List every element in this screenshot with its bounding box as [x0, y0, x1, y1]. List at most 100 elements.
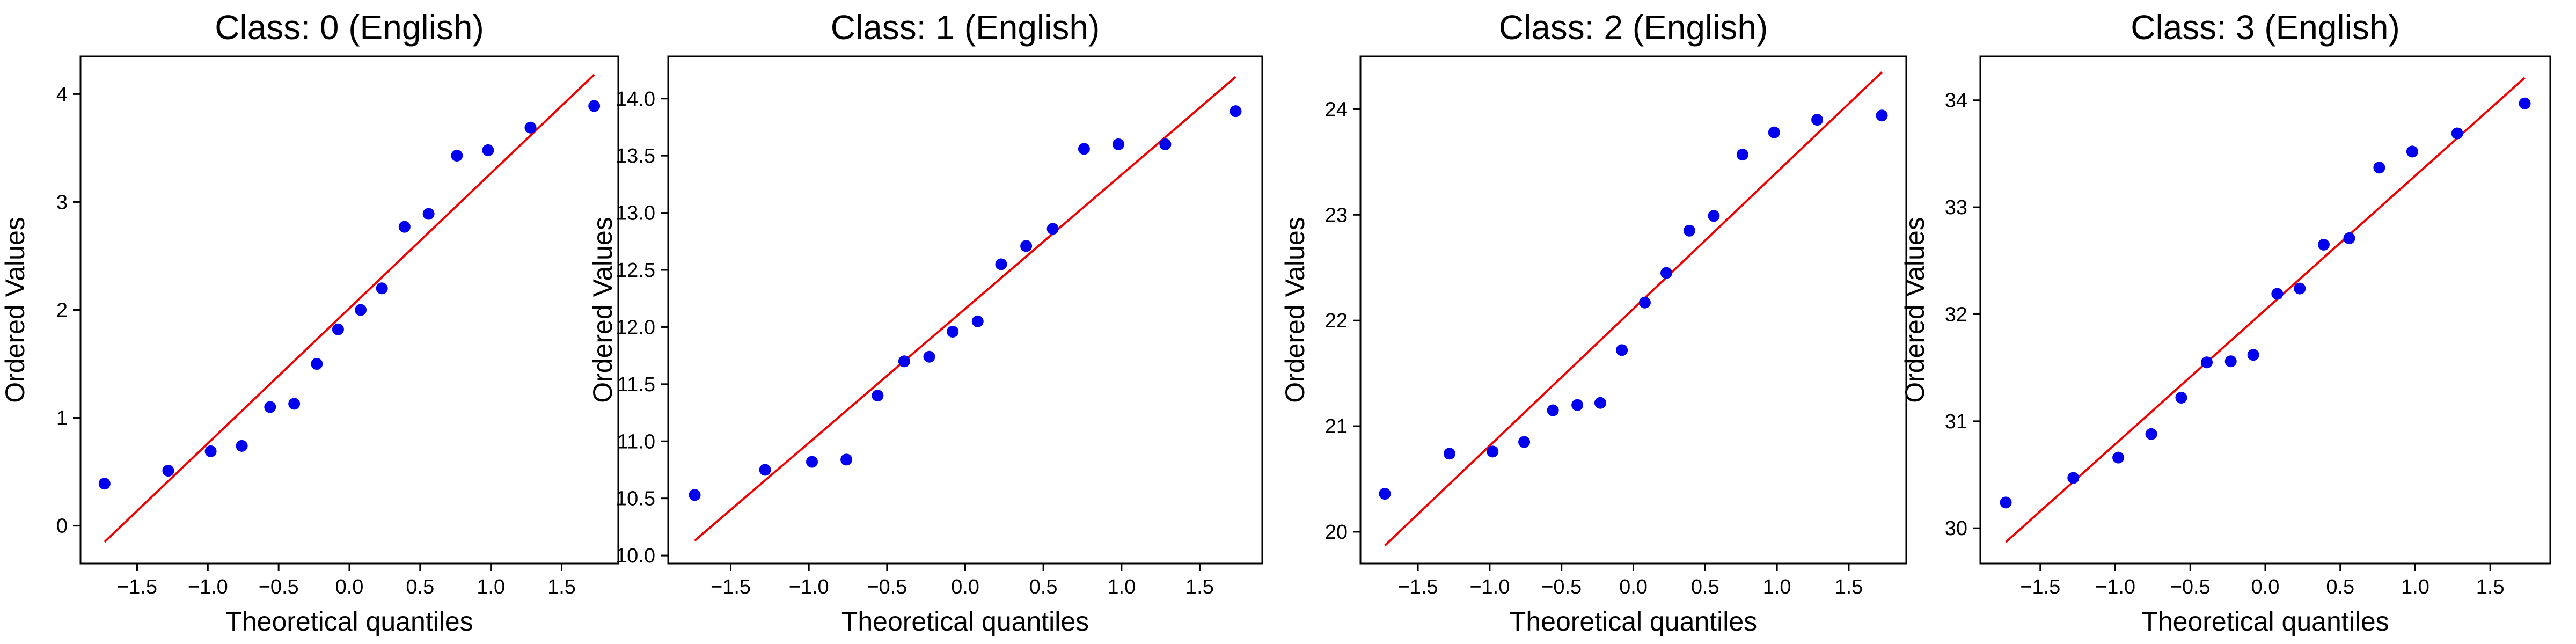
x-tick-label: −1.0	[1469, 576, 1510, 598]
data-point	[806, 456, 818, 468]
x-tick-label: −1.0	[188, 576, 228, 598]
data-point	[2112, 451, 2125, 464]
data-point	[482, 144, 494, 156]
data-point	[1159, 138, 1172, 150]
x-axis-label: Theoretical quantiles	[1510, 606, 1757, 636]
y-tick-label: 2	[56, 299, 68, 322]
x-tick-label: 0.0	[951, 576, 979, 598]
x-tick-label: −1.5	[117, 576, 157, 598]
data-point	[162, 465, 174, 477]
data-point	[98, 478, 111, 490]
data-point	[264, 401, 276, 413]
y-tick-label: 21	[1325, 415, 1348, 438]
x-tick-label: 0.0	[335, 576, 364, 598]
plot-frame	[1359, 55, 1907, 565]
y-axis-label: Ordered Values	[1900, 217, 1930, 402]
x-tick-label: 1.0	[477, 576, 505, 598]
data-point	[2373, 162, 2385, 174]
data-point	[2067, 472, 2080, 484]
x-tick-label: −1.0	[789, 576, 829, 598]
chart-title: Class: 0 (English)	[215, 8, 484, 47]
x-tick-label: 1.0	[1763, 576, 1791, 598]
y-tick-label: 10.5	[616, 488, 655, 510]
data-point	[1547, 404, 1559, 416]
y-tick-label: 13.0	[616, 202, 655, 225]
data-point	[2317, 238, 2330, 251]
x-tick-label: −1.5	[1398, 576, 1438, 598]
data-point	[1046, 223, 1059, 235]
data-point	[422, 208, 435, 220]
data-point	[759, 464, 771, 476]
data-point	[2201, 356, 2213, 369]
data-point	[236, 440, 248, 452]
data-point	[1518, 436, 1531, 448]
data-point	[2145, 428, 2157, 440]
y-tick-label: 32	[1945, 303, 1967, 326]
x-tick-label: −0.5	[259, 576, 299, 598]
data-point	[1443, 448, 1455, 460]
data-point	[995, 258, 1007, 270]
data-point	[2406, 145, 2418, 158]
y-tick-label: 4	[56, 83, 68, 106]
x-tick-label: 1.5	[2476, 576, 2505, 598]
x-tick-label: 0.5	[406, 576, 434, 598]
plot-frame	[79, 55, 619, 565]
data-point	[588, 100, 601, 112]
data-point	[288, 398, 301, 410]
y-axis-label: Ordered Values	[0, 217, 30, 402]
x-axis-label: Theoretical quantiles	[2141, 606, 2389, 636]
x-tick-label: 1.5	[1185, 576, 1214, 598]
reference-line	[104, 74, 595, 543]
x-axis-label: Theoretical quantiles	[841, 606, 1089, 636]
data-point	[2519, 97, 2531, 109]
reference-line	[1384, 71, 1883, 546]
x-axis-label: Theoretical quantiles	[225, 606, 473, 636]
data-point	[2175, 391, 2187, 404]
x-tick-label: 0.0	[1619, 576, 1648, 598]
data-point	[1660, 267, 1673, 279]
chart-panel-1: Class: 1 (English) −1.5 −1.0 −0.5 0.0 0.5 1.0 1…	[588, 8, 1263, 636]
data-point	[689, 489, 701, 501]
y-tick-label: 33	[1945, 196, 1967, 219]
x-tick-label: 1.5	[547, 576, 576, 598]
data-point	[1616, 344, 1628, 356]
data-point	[524, 121, 537, 134]
data-point	[971, 315, 984, 327]
data-point	[1078, 143, 1090, 155]
data-point	[1708, 210, 1720, 222]
chart-panel-0: Class: 0 (English) −1.5 −1.0 −0.5 0.0 0.5 1.0 1…	[0, 8, 619, 636]
data-point	[1683, 224, 1695, 237]
data-point	[451, 149, 463, 162]
data-point	[2271, 288, 2284, 300]
data-point	[2247, 349, 2259, 361]
data-point	[332, 323, 344, 335]
data-point	[2224, 355, 2237, 368]
x-tick-label: 1.5	[1835, 576, 1863, 598]
y-axis-label: Ordered Values	[1280, 217, 1310, 402]
y-tick-label: 12.5	[616, 259, 655, 282]
y-tick-label: 12.0	[616, 316, 655, 339]
x-tick-label: 0.0	[2251, 576, 2280, 598]
y-tick-label: 24	[1325, 98, 1348, 121]
data-point	[898, 355, 910, 368]
data-point	[1487, 445, 1499, 458]
data-point	[947, 325, 959, 338]
plot-frame	[667, 55, 1263, 565]
data-point	[2451, 127, 2463, 140]
y-tick-label: 3	[56, 191, 68, 214]
x-tick-label: −0.5	[1541, 576, 1582, 598]
x-tick-label: 0.5	[1691, 576, 1719, 598]
data-point	[872, 390, 884, 402]
data-point	[2000, 496, 2012, 509]
x-tick-label: 0.5	[1029, 576, 1058, 598]
y-tick-label: 31	[1945, 411, 1967, 433]
chart-panel-2: Class: 2 (English) −1.5 −1.0 −0.5 0.0 0.5 1.0 1…	[1280, 8, 1907, 636]
data-point	[311, 358, 323, 370]
y-tick-label: 1	[56, 407, 68, 430]
y-tick-label: 23	[1325, 204, 1348, 226]
data-point	[1811, 114, 1824, 126]
plot-frame	[1979, 55, 2551, 565]
x-tick-label: −0.5	[867, 576, 907, 598]
y-tick-label: 30	[1945, 517, 1967, 540]
reference-line	[694, 76, 1236, 541]
